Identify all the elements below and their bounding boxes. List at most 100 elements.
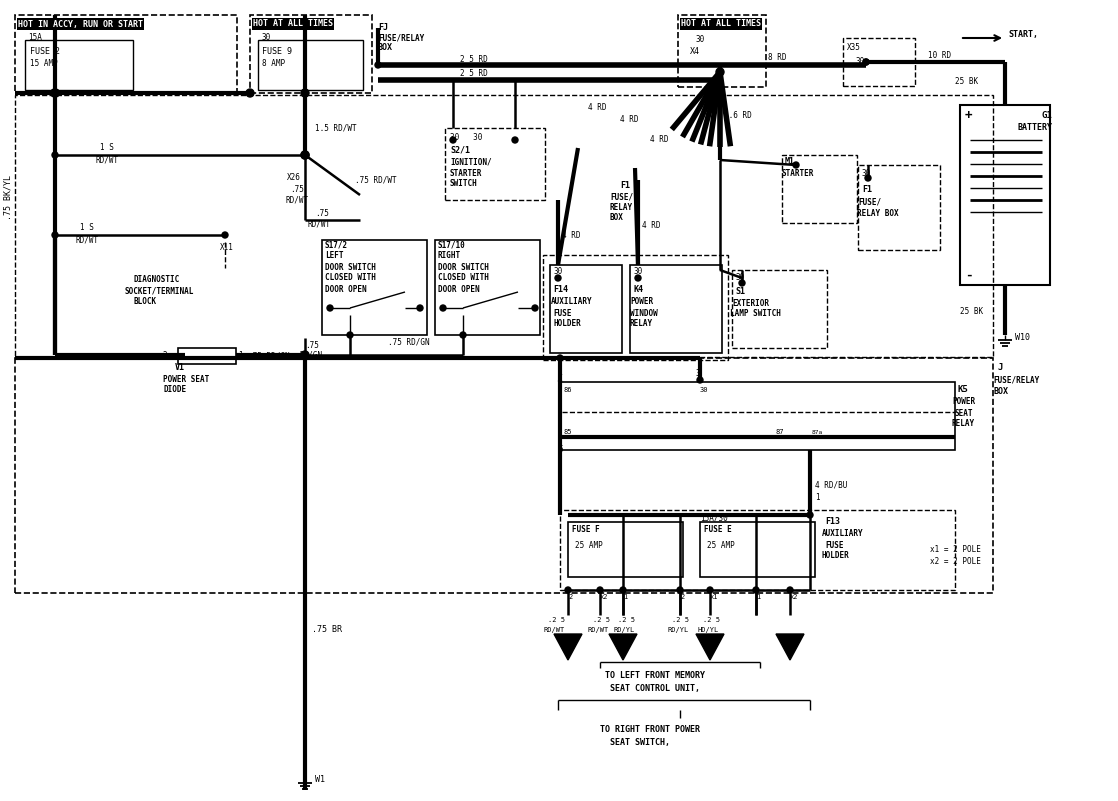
Bar bbox=[258, 40, 363, 90]
Text: SEAT SWITCH,: SEAT SWITCH, bbox=[610, 738, 670, 747]
Text: .75 BR: .75 BR bbox=[312, 626, 342, 634]
Text: 1: 1 bbox=[623, 594, 627, 600]
Text: BATTERY: BATTERY bbox=[1017, 123, 1052, 131]
Circle shape bbox=[620, 587, 626, 593]
Text: RD/YL: RD/YL bbox=[667, 627, 689, 633]
Text: S2/1: S2/1 bbox=[451, 146, 470, 155]
Circle shape bbox=[326, 305, 333, 311]
Text: 30: 30 bbox=[856, 58, 865, 66]
Text: 2: 2 bbox=[162, 352, 167, 360]
Circle shape bbox=[512, 137, 518, 143]
Text: x2: x2 bbox=[790, 594, 798, 600]
Text: AUXILIARY: AUXILIARY bbox=[822, 529, 863, 538]
Text: X4: X4 bbox=[690, 47, 700, 57]
Bar bbox=[322, 240, 427, 335]
Text: POWER SEAT: POWER SEAT bbox=[163, 375, 209, 384]
Text: K5: K5 bbox=[958, 385, 969, 395]
Circle shape bbox=[301, 151, 309, 159]
Bar bbox=[700, 522, 815, 577]
Circle shape bbox=[635, 275, 641, 281]
Circle shape bbox=[793, 162, 799, 168]
Text: 15 AMP: 15 AMP bbox=[30, 59, 58, 69]
Bar bbox=[960, 105, 1050, 285]
Text: X11: X11 bbox=[220, 244, 234, 252]
Circle shape bbox=[863, 59, 869, 65]
Text: FUSE/: FUSE/ bbox=[858, 198, 881, 207]
Text: CLOSED WITH: CLOSED WITH bbox=[325, 273, 376, 283]
Text: +: + bbox=[965, 108, 973, 122]
Text: POWER: POWER bbox=[953, 397, 975, 406]
Text: 8 AMP: 8 AMP bbox=[262, 59, 285, 69]
Text: DIODE: DIODE bbox=[163, 384, 186, 393]
Bar bbox=[178, 348, 236, 364]
Text: DOOR SWITCH: DOOR SWITCH bbox=[325, 263, 376, 272]
Text: FUSE 9: FUSE 9 bbox=[262, 47, 292, 57]
Text: LAMP SWITCH: LAMP SWITCH bbox=[730, 308, 780, 317]
Text: FUSE E: FUSE E bbox=[704, 525, 732, 534]
Circle shape bbox=[440, 305, 446, 311]
Circle shape bbox=[678, 587, 683, 593]
Polygon shape bbox=[776, 634, 804, 660]
Text: .2 5: .2 5 bbox=[548, 617, 565, 623]
Circle shape bbox=[555, 275, 561, 281]
Text: 30: 30 bbox=[633, 268, 642, 276]
Text: BOX: BOX bbox=[993, 387, 1008, 396]
Text: RELAY: RELAY bbox=[631, 319, 653, 328]
Text: 30: 30 bbox=[262, 34, 272, 42]
Text: 4 RD/BU: 4 RD/BU bbox=[815, 481, 847, 489]
Circle shape bbox=[375, 62, 381, 68]
Text: x1 = 2 POLE: x1 = 2 POLE bbox=[930, 545, 980, 554]
Text: 4 RD: 4 RD bbox=[650, 135, 669, 144]
Text: RELAY: RELAY bbox=[953, 420, 975, 429]
Text: A: A bbox=[620, 643, 626, 653]
Text: EXTERIOR: EXTERIOR bbox=[732, 299, 769, 308]
Circle shape bbox=[532, 305, 538, 311]
Text: RD/YL: RD/YL bbox=[613, 627, 634, 633]
Circle shape bbox=[51, 89, 59, 97]
Text: 1: 1 bbox=[756, 594, 760, 600]
Text: CLOSED WITH: CLOSED WITH bbox=[438, 273, 489, 283]
Text: DOOR OPEN: DOOR OPEN bbox=[438, 284, 480, 293]
Text: x2 = 2 POLE: x2 = 2 POLE bbox=[930, 557, 980, 566]
Text: FUSE/RELAY: FUSE/RELAY bbox=[378, 34, 424, 42]
Text: x1: x1 bbox=[710, 594, 719, 600]
Text: TO LEFT FRONT MEMORY: TO LEFT FRONT MEMORY bbox=[605, 671, 705, 681]
Text: IGNITION/: IGNITION/ bbox=[451, 158, 492, 167]
Circle shape bbox=[417, 305, 423, 311]
Text: RD/WT: RD/WT bbox=[588, 627, 609, 633]
Bar bbox=[843, 38, 915, 86]
Text: RD/WT: RD/WT bbox=[75, 235, 98, 244]
Bar bbox=[435, 240, 540, 335]
Text: 87: 87 bbox=[776, 429, 785, 435]
Text: -: - bbox=[965, 268, 973, 281]
Text: C: C bbox=[565, 643, 571, 653]
Text: x2: x2 bbox=[600, 594, 608, 600]
Text: AUXILIARY: AUXILIARY bbox=[551, 297, 593, 307]
Text: START,: START, bbox=[1008, 30, 1038, 39]
Text: HOT AT ALL TIMES: HOT AT ALL TIMES bbox=[253, 19, 333, 29]
Circle shape bbox=[863, 59, 869, 65]
Text: 30: 30 bbox=[735, 273, 745, 283]
Text: 1: 1 bbox=[815, 493, 819, 501]
Text: B: B bbox=[707, 643, 713, 653]
Bar bbox=[15, 358, 993, 593]
Text: BOX: BOX bbox=[610, 214, 624, 223]
Polygon shape bbox=[609, 634, 637, 660]
Text: STARTER: STARTER bbox=[451, 168, 482, 178]
Bar bbox=[678, 15, 766, 87]
Text: WINDOW: WINDOW bbox=[631, 308, 657, 317]
Text: 2: 2 bbox=[568, 594, 572, 600]
Text: J: J bbox=[997, 364, 1003, 372]
Text: 10 RD: 10 RD bbox=[928, 50, 951, 59]
Text: RD/WT: RD/WT bbox=[307, 219, 330, 228]
Bar bbox=[560, 510, 955, 590]
Circle shape bbox=[459, 332, 466, 338]
Text: M1: M1 bbox=[785, 158, 795, 167]
Text: POWER: POWER bbox=[631, 297, 653, 307]
Text: F13: F13 bbox=[825, 517, 840, 526]
Text: FUSE: FUSE bbox=[553, 308, 571, 317]
Circle shape bbox=[565, 587, 571, 593]
Text: .75 RD/GN: .75 RD/GN bbox=[388, 337, 429, 347]
Text: .75: .75 bbox=[290, 186, 304, 195]
Circle shape bbox=[707, 587, 713, 593]
